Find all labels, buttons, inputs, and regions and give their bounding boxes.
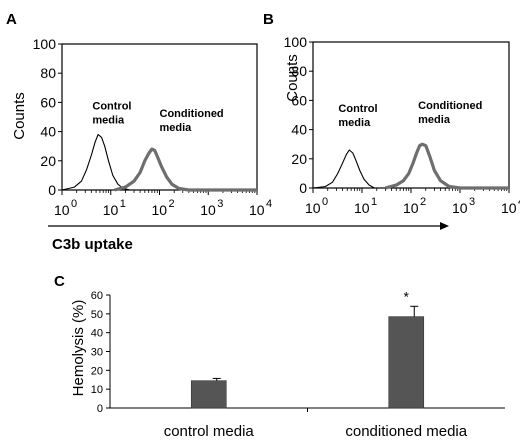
y-tick-label: 20 (91, 365, 103, 377)
y-tick-label: 60 (91, 290, 103, 302)
y-tick-label: 0 (97, 403, 103, 415)
x-tick-exponent: 0 (322, 196, 328, 208)
y-tick-label: 100 (33, 36, 57, 52)
annotation-label: Control (338, 103, 377, 115)
y-tick-label: 20 (40, 153, 56, 169)
y-ticks: 0 20 40 60 80 100 (284, 34, 313, 196)
y-tick-label: 0 (48, 182, 56, 198)
y-tick-label: 60 (291, 92, 307, 108)
annotation-label: media (418, 114, 451, 126)
panel-label-c: C (54, 273, 65, 290)
conditioned-media-histogram (114, 147, 257, 192)
control-media-histogram (61, 133, 141, 191)
x-tick-label: 10 (54, 202, 70, 218)
annotation-label: Control (92, 101, 131, 113)
x-tick-label: 10 (200, 202, 216, 218)
x-tick-label: 10 (501, 200, 517, 216)
x-tick-exponent: 4 (518, 196, 520, 208)
c3b-uptake-axis: C3b uptake (48, 222, 449, 253)
x-tick-label: 10 (305, 200, 321, 216)
y-tick-label: 100 (284, 34, 308, 50)
annotation-label: Conditioned (418, 100, 482, 112)
x-tick-exponent: 3 (469, 196, 475, 208)
y-ticks: 0 20 40 60 80 100 (33, 36, 62, 198)
y-tick-label: 80 (291, 63, 307, 79)
x-tick-label: 10 (103, 202, 119, 218)
x-axis-label: C3b uptake (52, 236, 133, 253)
x-tick-exponent: 4 (266, 198, 272, 210)
y-axis-label: Hemolysis (%) (70, 300, 87, 397)
y-tick-label: 0 (299, 180, 307, 196)
y-tick-label: 20 (291, 151, 307, 167)
x-tick-exponent: 0 (71, 198, 77, 210)
significance-marker: * (404, 288, 410, 304)
y-ticks: 0 10 20 30 40 50 60 (91, 290, 110, 415)
panel-label-a: A (6, 11, 17, 28)
control-media-histogram (312, 149, 392, 189)
series-group (312, 142, 509, 190)
y-tick-label: 40 (91, 328, 103, 340)
hemolysis-bar (190, 380, 227, 409)
annotation-label: media (92, 115, 125, 127)
y-tick-label: 80 (40, 65, 56, 81)
hemolysis-bar (388, 316, 425, 409)
x-tick-labels: control media conditioned media (164, 408, 468, 440)
y-tick-label: 50 (91, 309, 103, 321)
conditioned-media-histogram (384, 142, 509, 190)
x-tick-label: 10 (452, 200, 468, 216)
series-group (61, 133, 257, 192)
annotation-label: media (160, 122, 193, 134)
x-tick-exponent: 1 (371, 196, 377, 208)
x-tick-label: 10 (152, 202, 168, 218)
arrow-head (440, 222, 449, 230)
category-label: conditioned media (345, 423, 467, 440)
hemolysis-bar-chart: Hemolysis (%) 0 10 20 30 40 50 60 * control me… (70, 288, 505, 440)
x-tick-exponent: 2 (420, 196, 426, 208)
y-tick-label: 30 (91, 347, 103, 359)
x-tick-label: 10 (249, 202, 265, 218)
x-tick-label: 10 (403, 200, 419, 216)
panel-label-b: B (263, 11, 274, 28)
y-tick-label: 40 (291, 122, 307, 138)
x-tick-exponent: 3 (217, 198, 223, 210)
x-tick-label: 10 (354, 200, 370, 216)
x-tick-exponent: 2 (169, 198, 175, 210)
y-tick-label: 40 (40, 124, 56, 140)
annotations: Control media Conditioned media (338, 100, 482, 129)
category-label: control media (164, 423, 255, 440)
y-tick-label: 60 (40, 94, 56, 110)
annotation-label: Conditioned (160, 108, 224, 120)
y-tick-label: 10 (91, 384, 103, 396)
y-axis-label: Counts (284, 54, 301, 102)
annotation-label: media (338, 117, 371, 129)
x-tick-exponent: 1 (120, 198, 126, 210)
y-axis-label: Counts (11, 92, 28, 140)
bars: * (190, 288, 425, 409)
annotations: Control media Conditioned media (92, 101, 223, 134)
